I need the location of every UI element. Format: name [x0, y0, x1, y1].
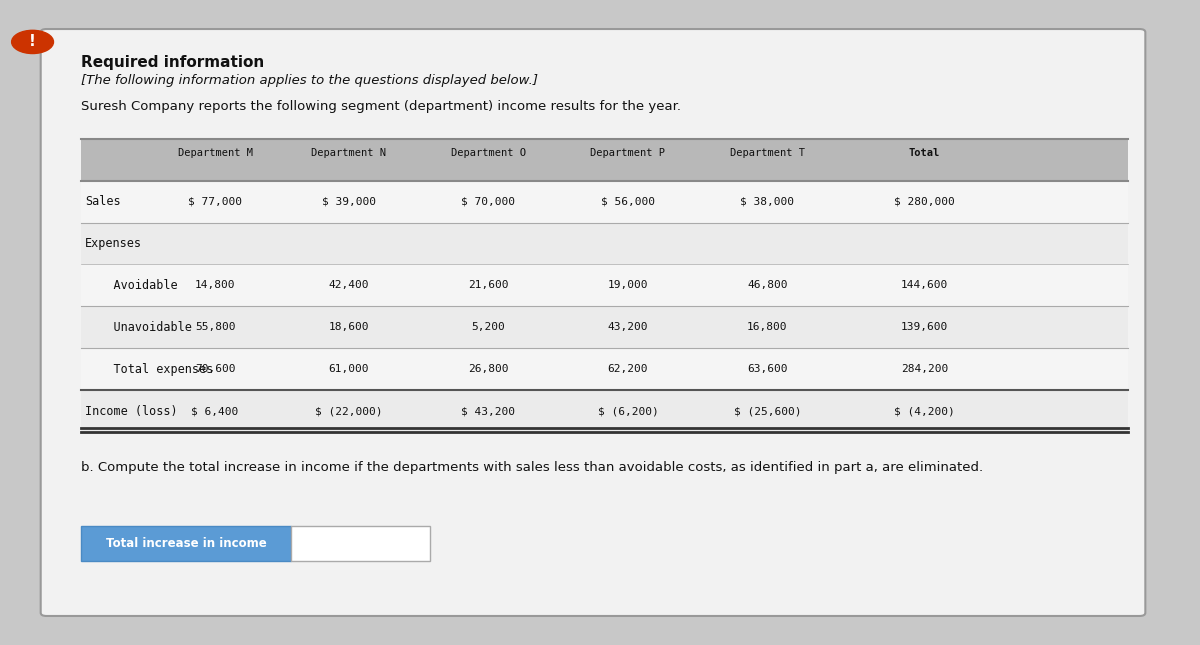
FancyBboxPatch shape — [82, 526, 290, 561]
Text: $ (22,000): $ (22,000) — [316, 406, 383, 416]
Text: 21,600: 21,600 — [468, 281, 509, 290]
Text: 18,600: 18,600 — [329, 322, 370, 332]
Text: [The following information applies to the questions displayed below.]: [The following information applies to th… — [82, 74, 539, 87]
Text: 46,800: 46,800 — [748, 281, 787, 290]
Text: Expenses: Expenses — [85, 237, 142, 250]
Text: $ 70,000: $ 70,000 — [461, 197, 515, 206]
Text: Total expenses: Total expenses — [85, 362, 214, 376]
FancyBboxPatch shape — [41, 29, 1145, 616]
Text: 43,200: 43,200 — [607, 322, 648, 332]
Text: $ (25,600): $ (25,600) — [733, 406, 802, 416]
FancyBboxPatch shape — [82, 390, 1128, 432]
Text: Income (loss): Income (loss) — [85, 404, 178, 418]
Text: 5,200: 5,200 — [472, 322, 505, 332]
FancyBboxPatch shape — [82, 223, 1128, 264]
Text: Department N: Department N — [311, 148, 386, 159]
Text: 16,800: 16,800 — [748, 322, 787, 332]
FancyBboxPatch shape — [82, 348, 1128, 390]
Text: 19,000: 19,000 — [607, 281, 648, 290]
Circle shape — [12, 30, 54, 54]
Text: Department O: Department O — [451, 148, 526, 159]
Text: Department M: Department M — [178, 148, 253, 159]
FancyBboxPatch shape — [82, 264, 1128, 306]
Text: 14,800: 14,800 — [194, 281, 235, 290]
Text: 62,200: 62,200 — [607, 364, 648, 374]
Text: 55,800: 55,800 — [194, 322, 235, 332]
Text: 144,600: 144,600 — [901, 281, 948, 290]
Text: 26,800: 26,800 — [468, 364, 509, 374]
Text: Total: Total — [908, 148, 940, 159]
Text: Department T: Department T — [730, 148, 805, 159]
Text: 61,000: 61,000 — [329, 364, 370, 374]
Text: Department P: Department P — [590, 148, 665, 159]
Text: $ 77,000: $ 77,000 — [188, 197, 242, 206]
Text: $ 39,000: $ 39,000 — [322, 197, 376, 206]
Text: !: ! — [29, 34, 36, 50]
Text: $ (4,200): $ (4,200) — [894, 406, 955, 416]
Text: Avoidable: Avoidable — [85, 279, 178, 292]
Text: $ 56,000: $ 56,000 — [601, 197, 655, 206]
FancyBboxPatch shape — [82, 139, 1128, 181]
FancyBboxPatch shape — [290, 526, 431, 561]
Text: Sales: Sales — [85, 195, 120, 208]
Text: 63,600: 63,600 — [748, 364, 787, 374]
Text: 42,400: 42,400 — [329, 281, 370, 290]
Text: 70,600: 70,600 — [194, 364, 235, 374]
Text: $ 6,400: $ 6,400 — [192, 406, 239, 416]
FancyBboxPatch shape — [82, 181, 1128, 223]
Text: Unavoidable: Unavoidable — [85, 321, 192, 334]
Text: $ 38,000: $ 38,000 — [740, 197, 794, 206]
Text: 139,600: 139,600 — [901, 322, 948, 332]
Text: $ 43,200: $ 43,200 — [461, 406, 515, 416]
Text: 284,200: 284,200 — [901, 364, 948, 374]
Text: Suresh Company reports the following segment (department) income results for the: Suresh Company reports the following seg… — [82, 100, 682, 113]
FancyBboxPatch shape — [82, 306, 1128, 348]
Text: Required information: Required information — [82, 55, 265, 70]
Text: b. Compute the total increase in income if the departments with sales less than : b. Compute the total increase in income … — [82, 461, 984, 474]
Text: $ (6,200): $ (6,200) — [598, 406, 659, 416]
Text: Total increase in income: Total increase in income — [106, 537, 266, 550]
Text: $ 280,000: $ 280,000 — [894, 197, 955, 206]
